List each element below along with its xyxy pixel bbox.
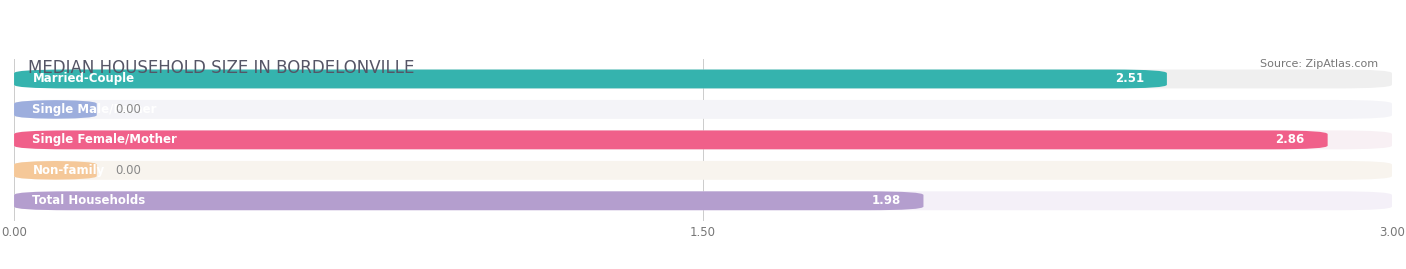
FancyBboxPatch shape [14,100,1392,119]
Text: 0.00: 0.00 [115,103,141,116]
FancyBboxPatch shape [14,191,1392,210]
FancyBboxPatch shape [14,100,97,119]
Text: MEDIAN HOUSEHOLD SIZE IN BORDELONVILLE: MEDIAN HOUSEHOLD SIZE IN BORDELONVILLE [28,59,415,77]
FancyBboxPatch shape [14,130,1392,149]
Text: 1.98: 1.98 [872,194,900,207]
FancyBboxPatch shape [14,69,1167,89]
Text: Single Female/Mother: Single Female/Mother [32,133,177,146]
FancyBboxPatch shape [14,130,1327,149]
Text: Married-Couple: Married-Couple [32,72,135,86]
FancyBboxPatch shape [14,191,924,210]
Text: Total Households: Total Households [32,194,146,207]
FancyBboxPatch shape [14,161,1392,180]
Text: Source: ZipAtlas.com: Source: ZipAtlas.com [1260,59,1378,69]
Text: Non-family: Non-family [32,164,104,177]
Text: 0.00: 0.00 [115,164,141,177]
FancyBboxPatch shape [14,161,97,180]
FancyBboxPatch shape [14,69,1392,89]
Text: 2.86: 2.86 [1275,133,1305,146]
Text: 2.51: 2.51 [1115,72,1144,86]
Text: Single Male/Father: Single Male/Father [32,103,157,116]
